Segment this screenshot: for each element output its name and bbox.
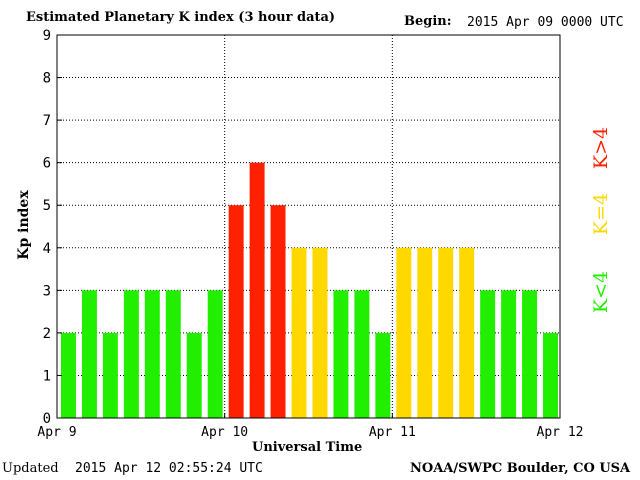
kp-bar [333, 290, 349, 418]
x-tick-label: Apr 10 [201, 425, 248, 440]
kp-bar [396, 247, 412, 418]
y-tick-label: 1 [43, 368, 51, 384]
kp-bar [165, 290, 181, 418]
chart-title: Estimated Planetary K index (3 hour data… [26, 10, 336, 25]
x-axis-ticks: Apr 9 Apr 10 Apr 11 Apr 12 [37, 413, 583, 440]
kp-bar [81, 290, 97, 418]
kp-bar [144, 290, 160, 418]
kp-bar [249, 162, 265, 418]
kp-bar [354, 290, 370, 418]
bars [61, 162, 558, 418]
kp-bar [270, 205, 286, 418]
x-axis-label: Universal Time [252, 440, 363, 455]
x-tick-label: Apr 11 [369, 425, 416, 440]
kp-bar [186, 332, 202, 418]
kp-bar [480, 290, 496, 418]
y-axis-label: Kp index [16, 190, 32, 260]
begin-value: 2015 Apr 09 0000 UTC [467, 15, 624, 30]
grid-lines [57, 34, 560, 418]
kp-bar [417, 247, 433, 418]
x-tick-label: Apr 9 [37, 425, 76, 440]
kp-bar [375, 332, 391, 418]
y-tick-label: 2 [43, 326, 51, 342]
source-credit: NOAA/SWPC Boulder, CO USA [410, 461, 631, 476]
kp-bar [438, 247, 454, 418]
kp-bar [543, 332, 558, 418]
y-axis-ticks: 0 1 2 3 4 5 6 7 8 9 [43, 28, 62, 427]
updated-value: 2015 Apr 12 02:55:24 UTC [75, 461, 263, 476]
legend-mid: K=4 [590, 192, 612, 236]
kp-bar [123, 290, 139, 418]
legend-low: K<4 [590, 270, 612, 314]
kp-bar [501, 290, 517, 418]
y-tick-label: 5 [43, 198, 51, 214]
x-tick-label: Apr 12 [537, 425, 584, 440]
kp-bar [291, 247, 307, 418]
y-tick-label: 4 [43, 241, 51, 257]
plot-frame [56, 34, 561, 419]
kp-bar [61, 332, 76, 418]
kp-bar [102, 332, 118, 418]
kp-bar [207, 290, 223, 418]
y-tick-label: 6 [43, 156, 51, 172]
y-tick-label: 3 [43, 283, 51, 299]
kp-bar [228, 205, 244, 418]
kp-bar [459, 247, 475, 418]
y-tick-label: 8 [43, 71, 51, 87]
updated-label: Updated [2, 461, 59, 476]
begin-label: Begin: [404, 14, 452, 29]
y-tick-label: 7 [43, 113, 51, 129]
legend-high: K>4 [590, 126, 612, 170]
kp-bar [312, 247, 328, 418]
y-tick-label: 0 [43, 411, 51, 427]
kp-bar [522, 290, 538, 418]
y-tick-label: 9 [43, 28, 51, 44]
